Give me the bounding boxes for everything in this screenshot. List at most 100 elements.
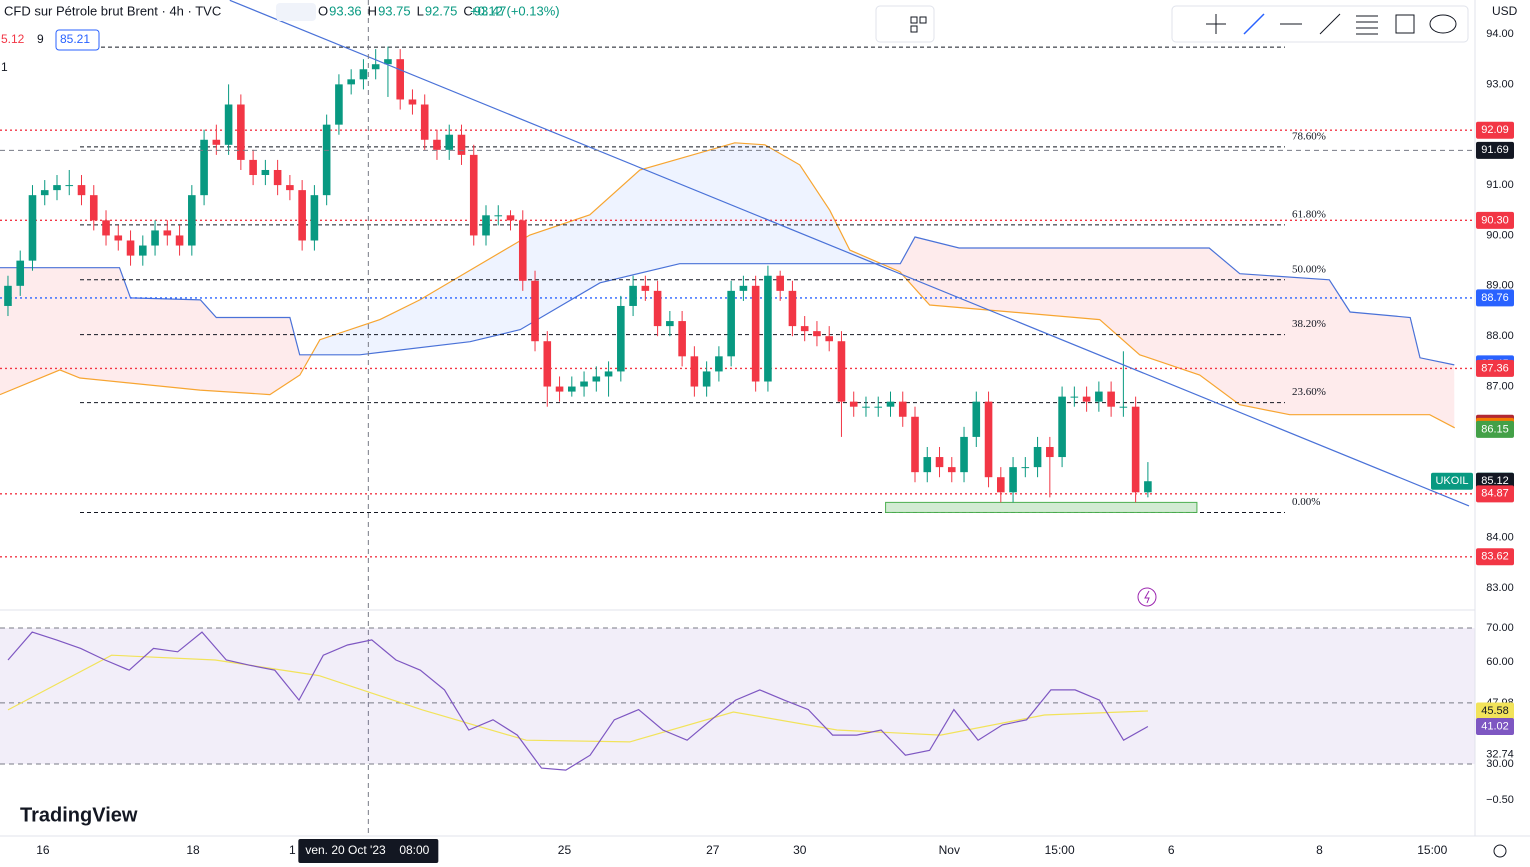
candle-body (175, 235, 184, 246)
toolbar-box[interactable] (875, 5, 935, 43)
candle-body (151, 230, 159, 246)
icon (910, 25, 918, 33)
x-tick-label: 15:00 (1045, 843, 1075, 857)
candle-body (420, 104, 429, 140)
settings-icon[interactable] (1493, 844, 1507, 858)
candle-body (678, 321, 686, 357)
price-tag (1476, 548, 1514, 566)
candle-body (138, 245, 147, 256)
price-tag-label: 83.62 (1481, 551, 1509, 563)
candle-body (727, 290, 735, 357)
y-tick-label: 90.00 (1486, 229, 1514, 241)
candle-body (849, 401, 858, 407)
candle-body (28, 195, 37, 261)
crosshair-time: 08:00 (399, 843, 429, 857)
candle-body (886, 401, 895, 407)
symbol: CFD sur Pétrole brut Brent · 4h · TVC (4, 3, 221, 18)
ohlc-key: L (417, 3, 424, 18)
candle-body (433, 139, 441, 150)
ohlc-value: 93.47 (474, 3, 507, 18)
candle-body (298, 190, 306, 241)
price-tag-label: 86.15 (1481, 423, 1509, 435)
candle-body (77, 185, 86, 196)
ohlc-value: 93.75 (378, 3, 411, 18)
candle-body (114, 235, 123, 241)
rsi-tick-label: 30.00 (1486, 758, 1514, 770)
trendline (229, 0, 1470, 507)
icon[interactable] (910, 16, 918, 24)
candle-body (249, 159, 257, 176)
candle-body (310, 195, 319, 241)
candle-body (347, 79, 355, 85)
candle-body (898, 401, 907, 417)
candle-body (212, 139, 221, 145)
alert-icon[interactable] (1137, 587, 1157, 607)
candle-body (200, 139, 208, 196)
legend-value: 9 (37, 32, 44, 46)
alert-bolt (1144, 590, 1150, 604)
candle-body (1021, 467, 1030, 469)
icon[interactable] (1356, 15, 1378, 35)
candle-body (543, 341, 552, 387)
y-tick-label: 93.00 (1486, 78, 1514, 90)
y-tick-label: 91.00 (1486, 179, 1514, 191)
candle-body (1046, 446, 1054, 458)
crosshair-time-box (298, 839, 439, 863)
legend-value: 1 (1, 60, 8, 74)
candle-body (1119, 406, 1128, 408)
candle-body (837, 341, 846, 402)
x-tick-label: 25 (558, 843, 572, 857)
candle-body (751, 285, 760, 382)
support-zone (885, 501, 1198, 513)
candle-body (89, 195, 98, 221)
price-tag-label: 91.69 (1481, 144, 1509, 156)
candle-body (739, 285, 748, 291)
badge (276, 3, 316, 21)
y-tick-label: 88.00 (1486, 330, 1514, 342)
x-tick-label: 1 (289, 843, 296, 857)
icon[interactable] (1395, 14, 1415, 34)
currency[interactable]: USD (1492, 4, 1518, 18)
price-tag (1476, 211, 1514, 229)
rsi-tag (1476, 718, 1514, 736)
candle-body (163, 230, 172, 236)
rsi-tag-label: 45.58 (1481, 705, 1509, 717)
candle-body (641, 285, 650, 291)
candle-body (1009, 467, 1017, 493)
icon[interactable] (1429, 14, 1457, 34)
price-tag-label: 88.76 (1481, 292, 1509, 304)
candle-body (335, 84, 343, 125)
candle-body (923, 457, 932, 473)
candle-body (506, 215, 515, 221)
cloud-bear (0, 237, 1455, 428)
candle-body (776, 275, 784, 291)
candle-body (960, 436, 968, 473)
icon[interactable] (1243, 13, 1265, 35)
price-tag-label: 85.12 (1481, 475, 1509, 487)
icon[interactable] (1319, 13, 1341, 35)
icon[interactable] (1206, 14, 1226, 34)
branding: TradingView (20, 804, 138, 826)
candle-body (286, 185, 294, 191)
candle-body (1131, 406, 1140, 493)
rsi-tick-label: 70.00 (1486, 622, 1514, 634)
fib-label: 78.60% (1292, 130, 1326, 142)
pane-label: −0.50 (1486, 794, 1514, 806)
x-tick-label: 18 (186, 843, 200, 857)
candle-body (874, 406, 883, 408)
candle-body (702, 371, 711, 387)
fib-label: 23.60% (1292, 386, 1326, 398)
price-tag (1476, 121, 1514, 139)
candle-body (1107, 391, 1115, 407)
rsi-band (0, 628, 1475, 764)
candle-body (65, 185, 74, 187)
candle-body (1070, 396, 1079, 398)
candle-body (911, 416, 919, 473)
candle-body (592, 376, 601, 382)
toolbar[interactable]: USD (875, 4, 1518, 43)
ohlc-value: 92.75 (425, 3, 458, 18)
symbol-tag (1431, 472, 1473, 490)
fib-label: 50.00% (1292, 263, 1326, 275)
